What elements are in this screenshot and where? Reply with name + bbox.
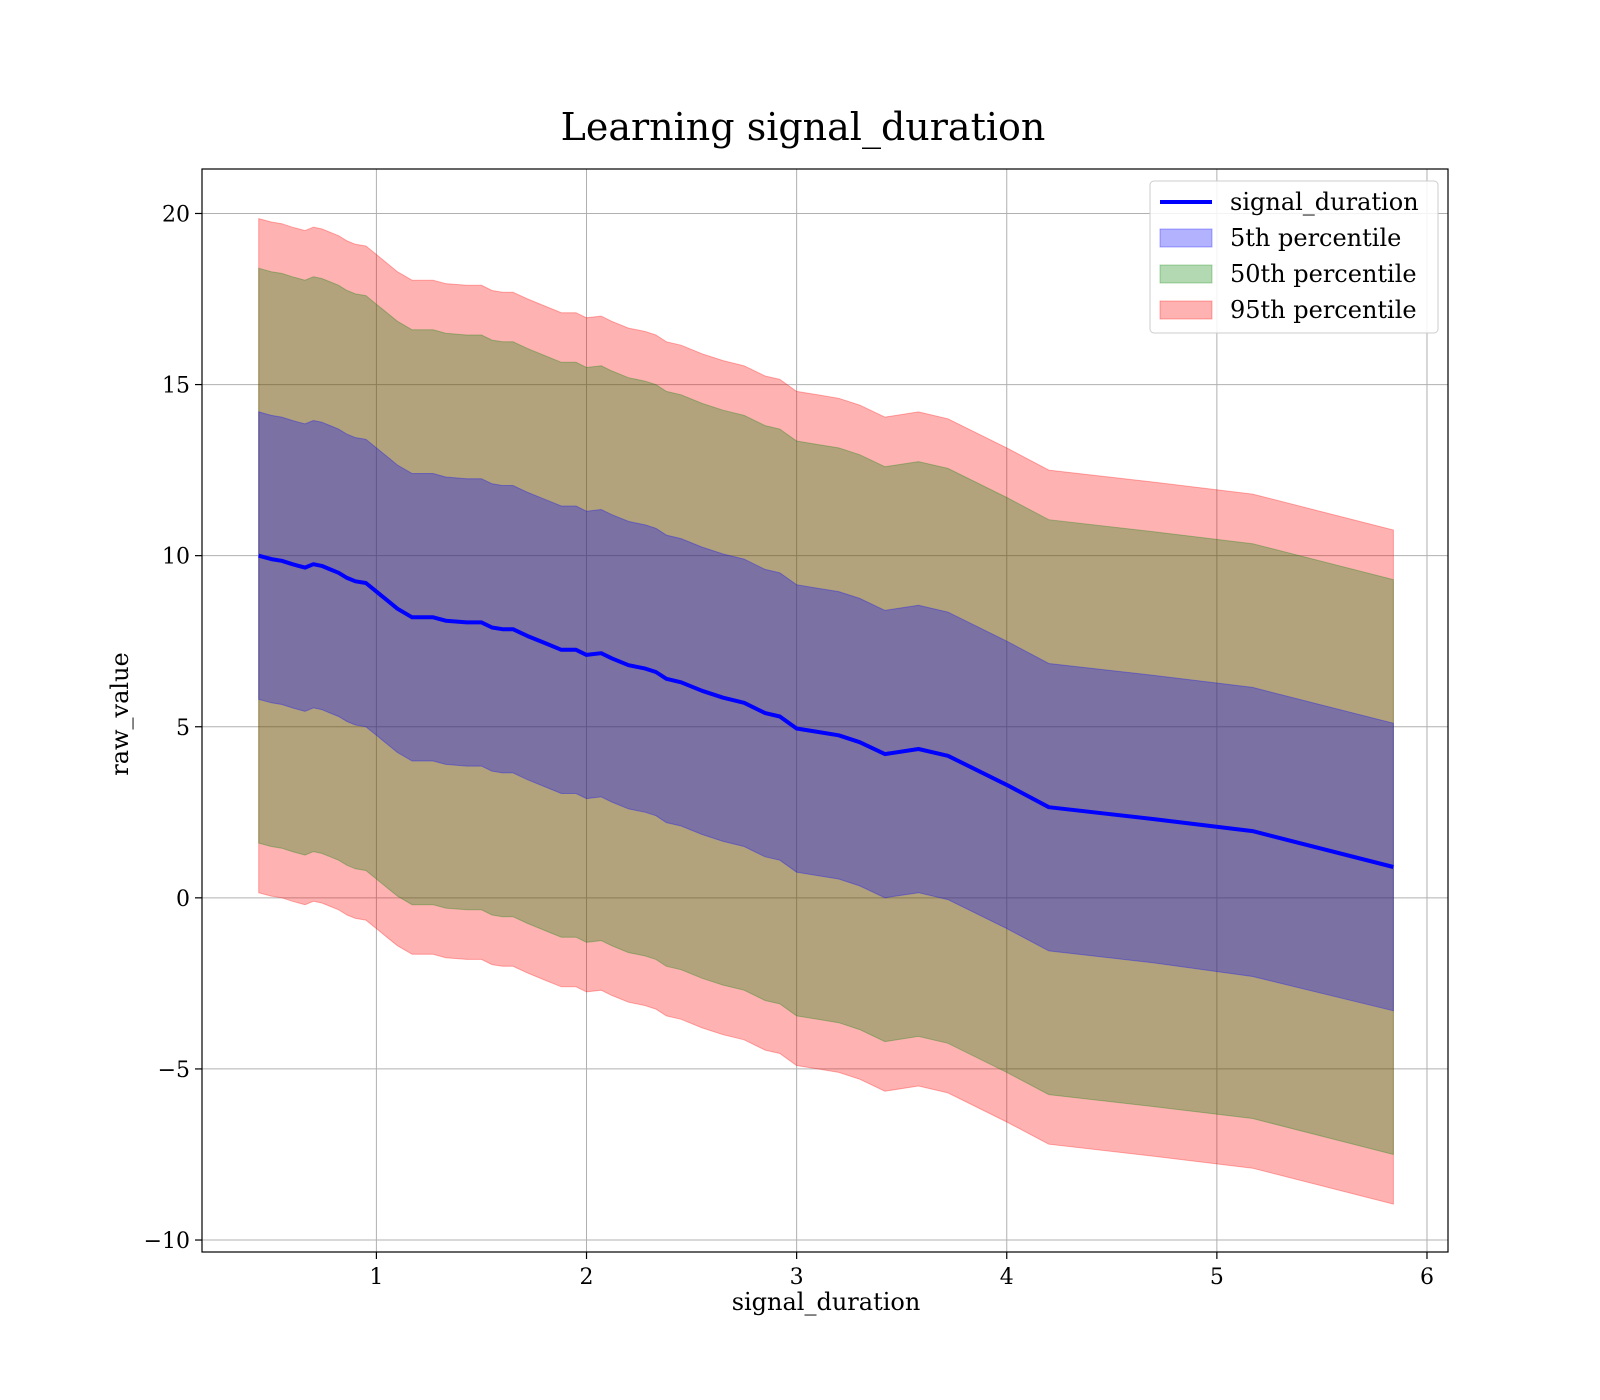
y-axis-ticks: −10 −5 0 5 10 15 20	[144, 202, 202, 1254]
band-50th-percentile	[258, 267, 1394, 1156]
y-axis-label: raw_value	[106, 652, 134, 776]
band-95th-percentile	[258, 217, 1394, 1205]
y-tick-label: 0	[176, 887, 190, 912]
x-tick-label: 4	[1000, 1265, 1014, 1290]
legend-entry-label: 50th percentile	[1230, 260, 1417, 288]
legend-entry-label: 5th percentile	[1230, 224, 1401, 252]
y-tick-label: 20	[162, 202, 190, 227]
chart-title: Learning signal_duration	[561, 105, 1046, 150]
legend-swatch-patch	[1159, 264, 1213, 284]
x-axis-label: signal_duration	[732, 1288, 921, 1316]
x-tick-label: 1	[369, 1265, 383, 1290]
plot-frame	[201, 168, 1449, 1253]
legend-entry-label: signal_duration	[1230, 188, 1419, 216]
legend-swatch-patch	[1159, 228, 1213, 248]
legend-swatch-patch	[1159, 300, 1213, 320]
legend-box	[1149, 180, 1439, 334]
series-line-signal-duration	[258, 553, 1394, 869]
band-5th-percentile	[258, 411, 1394, 1012]
y-tick-label: 15	[162, 374, 190, 399]
y-tick-label: 5	[176, 716, 190, 741]
x-tick-label: 6	[1420, 1265, 1434, 1290]
y-tick-label: −5	[158, 1058, 190, 1083]
legend: signal_duration 5th percentile 50th percen…	[1149, 180, 1439, 334]
x-tick-label: 2	[580, 1265, 594, 1290]
x-tick-label: 5	[1210, 1265, 1224, 1290]
y-tick-label: 10	[162, 545, 190, 570]
y-tick-label: −10	[144, 1229, 190, 1254]
legend-entry-label: 95th percentile	[1230, 296, 1417, 324]
x-axis-ticks: 1 2 3 4 5 6	[369, 1252, 1434, 1290]
percentile-bands	[258, 217, 1394, 1205]
x-tick-label: 3	[790, 1265, 804, 1290]
